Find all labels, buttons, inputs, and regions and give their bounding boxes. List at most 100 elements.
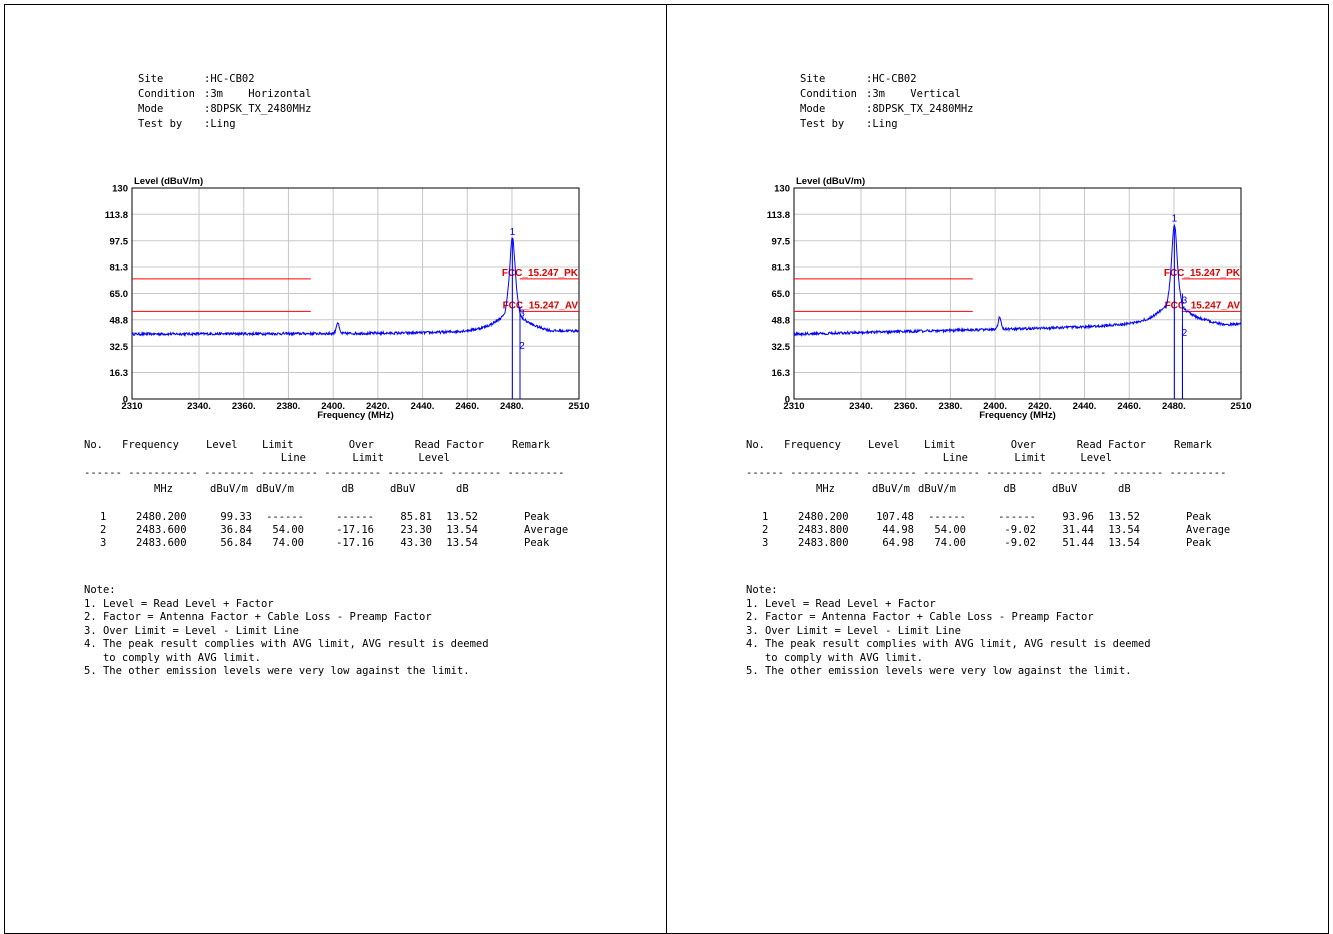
limit-line-label: FCC_15.247_AV — [1165, 300, 1241, 311]
marker-label: 3 — [519, 309, 525, 320]
row-read: 51.44 — [1062, 537, 1094, 549]
x-tick-label: 2480. — [1162, 401, 1186, 412]
emission-chart-svg: 0 16.3 32.5 48.8 65.0 81.3 97.5 113.8 130 Level (… — [105, 176, 590, 421]
emission-chart: 0 16.3 32.5 48.8 65.0 81.3 97.5 113.8 130 Level (… — [82, 170, 602, 430]
unit-factor: dB — [456, 483, 469, 495]
x-tick-label: 2380. — [939, 401, 963, 412]
note-line: 1. Level = Read Level + Factor — [84, 597, 274, 610]
col-header-limit: Limit — [924, 439, 956, 451]
row-read: 93.96 — [1062, 511, 1094, 523]
row-read: 31.44 — [1062, 524, 1094, 536]
col-header-factor: Factor — [446, 439, 484, 451]
row-level: 64.98 — [882, 537, 914, 549]
row-remark: Average — [1186, 524, 1231, 536]
row-limit: 54.00 — [272, 524, 304, 536]
row-level: 56.84 — [220, 537, 252, 549]
row-factor: 13.54 — [446, 537, 478, 549]
row-no: 2 — [100, 524, 107, 536]
row-factor: 13.54 — [446, 524, 478, 536]
y-axis-title: Level (dBuV/m) — [134, 176, 203, 187]
report-panel-vertical: Site:HC-CB02 Condition:3m Vertical Mode:… — [666, 0, 1326, 916]
y-tick-label: 65.0 — [110, 289, 129, 300]
row-over: ------ — [336, 511, 374, 523]
col-header-level: Level — [206, 439, 238, 451]
y-tick-label: 16.3 — [772, 368, 791, 379]
unit-level: dBuV/m — [210, 483, 248, 495]
note-line: 3. Over Limit = Level - Limit Line — [746, 624, 961, 637]
limit-line-label: FCC_15.247_PK — [1164, 268, 1241, 279]
col-header-read-level: Level — [1080, 452, 1112, 464]
unit-factor: dB — [1118, 483, 1131, 495]
row-frequency: 2483.800 — [798, 524, 849, 536]
row-frequency: 2480.200 — [136, 511, 187, 523]
row-remark: Peak — [1186, 511, 1212, 523]
unit-limit: dBuV/m — [256, 483, 294, 495]
y-tick-label: 113.8 — [767, 210, 790, 221]
emission-chart-svg: 0 16.3 32.5 48.8 65.0 81.3 97.5 113.8 130 Level (… — [767, 176, 1252, 421]
col-header-factor: Factor — [1108, 439, 1146, 451]
unit-level: dBuV/m — [872, 483, 910, 495]
col-header-frequency: Frequency — [784, 439, 841, 451]
row-factor: 13.54 — [1108, 537, 1140, 549]
table-separator: ------ ----------- -------- --------- --… — [84, 467, 565, 479]
mode-value: :8DPSK_TX_2480MHz — [204, 103, 312, 115]
x-tick-label: 2510 — [1230, 401, 1251, 412]
x-tick-label: 2400. — [983, 401, 1007, 412]
row-no: 1 — [100, 511, 107, 523]
col-header-read: Read — [1076, 439, 1102, 451]
note-line: 5. The other emission levels were very l… — [84, 665, 470, 677]
note-line: to comply with AVG limit. — [84, 651, 262, 664]
x-tick-label: 2360. — [894, 401, 918, 412]
x-tick-label: 2440. — [1073, 401, 1097, 412]
emission-chart: 0 16.3 32.5 48.8 65.0 81.3 97.5 113.8 130 Level (… — [744, 170, 1264, 430]
y-tick-label: 81.3 — [110, 263, 129, 274]
row-limit: 74.00 — [272, 537, 304, 549]
row-level: 107.48 — [876, 511, 914, 523]
col-header-no: No. — [84, 439, 103, 451]
note-line: 2. Factor = Antenna Factor + Cable Loss … — [84, 611, 432, 623]
x-axis-title: Frequency (MHz) — [317, 410, 394, 421]
x-tick-label: 2420. — [366, 401, 390, 412]
limit-line-label: FCC_15.247_AV — [503, 300, 579, 311]
col-header-over-limit: Limit — [352, 452, 384, 464]
row-remark: Peak — [524, 511, 550, 523]
col-header-over: Over — [348, 439, 374, 451]
row-level: 36.84 — [220, 524, 252, 536]
y-tick-label: 130 — [774, 184, 790, 195]
unit-over: dB — [1003, 483, 1016, 495]
row-limit: 54.00 — [934, 524, 966, 536]
row-remark: Peak — [1186, 537, 1212, 549]
row-no: 2 — [762, 524, 769, 536]
col-header-remark: Remark — [512, 439, 550, 451]
limit-line-label: FCC_15.247_PK — [502, 268, 579, 279]
notes: Note: 1. Level = Read Level + Factor 2. Fa… — [84, 584, 489, 679]
marker-label: 1 — [1172, 214, 1178, 225]
x-tick-label: 2460. — [455, 401, 479, 412]
row-no: 1 — [762, 511, 769, 523]
row-factor: 13.54 — [1108, 524, 1140, 536]
col-header-no: No. — [746, 439, 765, 451]
site-label: Site — [800, 73, 826, 85]
marker-label: 2 — [1182, 328, 1188, 339]
row-over: -9.02 — [1004, 524, 1036, 536]
condition-value: :3m Vertical — [866, 88, 961, 100]
row-no: 3 — [100, 537, 107, 549]
x-tick-label: 2420. — [1028, 401, 1052, 412]
note-line: 4. The peak result complies with AVG lim… — [746, 638, 1151, 650]
row-no: 3 — [762, 537, 769, 549]
spectrum-trace — [793, 224, 1242, 338]
y-tick-label: 97.5 — [772, 236, 791, 247]
marker-label: 2 — [519, 341, 525, 352]
row-remark: Average — [524, 524, 569, 536]
marker-label: 1 — [510, 227, 516, 238]
test-by-label: Test by — [138, 118, 183, 130]
test-by-value: :Ling — [866, 118, 898, 130]
row-read: 85.81 — [400, 511, 432, 523]
y-tick-label: 65.0 — [772, 289, 791, 300]
x-tick-label: 2380. — [277, 401, 301, 412]
row-factor: 13.52 — [1108, 511, 1140, 523]
x-tick-label: 2510 — [568, 401, 589, 412]
note-line: 4. The peak result complies with AVG lim… — [84, 638, 489, 650]
site-value: :HC-CB02 — [204, 73, 255, 85]
mode-label: Mode — [800, 103, 826, 115]
